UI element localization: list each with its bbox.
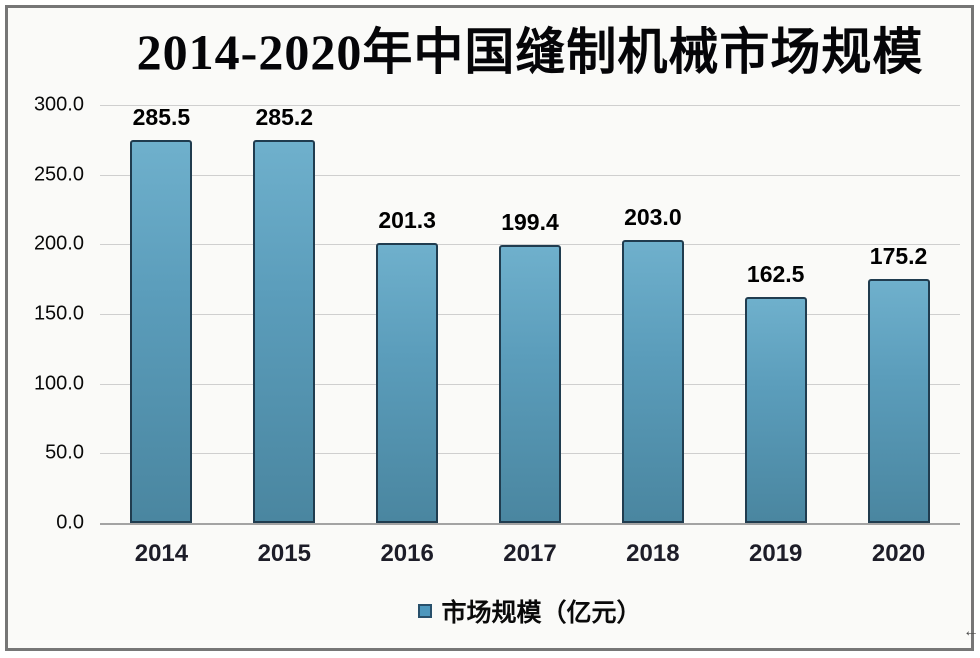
bar-value-label: 285.2	[255, 104, 314, 130]
x-tick-label: 2016	[380, 540, 434, 567]
legend: 市场规模（亿元）	[100, 597, 960, 627]
legend-label: 市场规模（亿元）	[441, 599, 642, 627]
x-tick-label: 2018	[626, 540, 680, 567]
bar-value-label: 175.2	[869, 242, 928, 269]
bar-value-label: 162.5	[746, 260, 805, 287]
bar-column: 199.4	[499, 105, 561, 523]
bar-column: 285.2	[253, 104, 316, 523]
bar	[499, 245, 561, 523]
y-tick-label: 50.0	[45, 441, 84, 464]
bar	[253, 140, 316, 523]
x-tick-label: 2019	[749, 540, 803, 567]
x-tick-label: 2020	[871, 540, 926, 567]
x-axis-labels: 2014 2015 2016 2017 2018 2019 2020	[100, 539, 960, 569]
bar	[867, 278, 930, 523]
bar	[130, 140, 193, 523]
chart-frame: 2014-2020年中国缝制机械市场规模 300.0 250.0 200.0 150.…	[5, 5, 974, 651]
y-tick-label: 300.0	[33, 93, 84, 116]
bar	[621, 240, 684, 523]
y-axis-labels: 300.0 250.0 200.0 150.0 100.0 50.0 0.0	[8, 94, 84, 534]
x-tick-label: 2014	[134, 540, 189, 567]
bar-value-label: 199.4	[501, 209, 559, 236]
bar	[376, 242, 439, 523]
y-tick-label: 200.0	[33, 232, 84, 255]
bar-value-label: 285.5	[132, 104, 191, 130]
chart-title: 2014-2020年中国缝制机械市场规模	[136, 24, 924, 80]
y-tick-label: 150.0	[33, 302, 84, 325]
bar-value-label: 201.3	[378, 206, 436, 233]
bar-value-label: 203.0	[624, 204, 682, 231]
bar-column: 162.5	[744, 105, 807, 523]
bar-column: 285.5	[130, 104, 193, 523]
edge-arrow-artifact: ←	[963, 623, 979, 640]
y-tick-label: 0.0	[56, 511, 84, 534]
legend-swatch-icon	[418, 604, 433, 618]
y-tick-label: 100.0	[33, 372, 84, 395]
gridline	[100, 174, 960, 176]
gridline	[100, 244, 960, 246]
y-tick-label: 250.0	[33, 163, 84, 186]
bar-column: 203.0	[621, 105, 684, 523]
x-axis-line	[100, 523, 960, 525]
x-tick-label: 2015	[257, 540, 311, 567]
plot-area: 285.5 285.2 201.3 199.4 203.0 162.5 175.2	[100, 104, 960, 525]
bar-column: 201.3	[376, 105, 439, 523]
bar-column: 175.2	[867, 105, 930, 523]
x-tick-label: 2017	[503, 540, 557, 567]
bar	[744, 296, 807, 523]
gridline	[100, 105, 960, 106]
